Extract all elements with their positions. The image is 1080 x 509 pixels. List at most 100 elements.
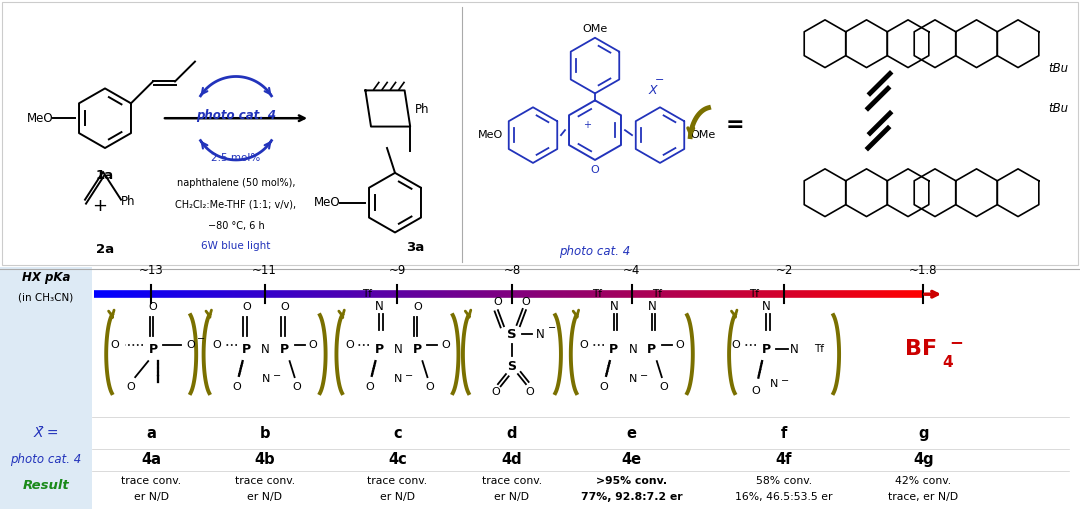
Text: O: O [591,165,599,175]
Text: er N/D: er N/D [134,492,168,502]
Text: O: O [599,382,608,392]
Text: P: P [149,343,158,356]
Text: S: S [508,328,516,341]
Text: O: O [752,386,760,396]
Text: O: O [308,340,316,350]
Text: S: S [508,360,516,373]
Text: 1a: 1a [96,169,114,182]
Text: O: O [126,382,136,392]
Text: O: O [293,382,301,392]
Text: N: N [629,343,637,356]
Text: er N/D: er N/D [380,492,415,502]
Text: N: N [536,328,544,341]
Text: O: O [675,340,684,350]
Text: 4d: 4d [501,451,523,467]
Text: BF: BF [905,339,937,359]
Text: 77%, 92.8:7.2 er: 77%, 92.8:7.2 er [581,492,683,502]
Text: ~1.8: ~1.8 [909,264,937,277]
Text: ~8: ~8 [503,264,521,277]
FancyBboxPatch shape [0,267,92,509]
Text: er N/D: er N/D [495,492,529,502]
Text: a: a [146,426,157,441]
Text: 3a: 3a [406,241,424,254]
Text: Tf: Tf [592,289,602,299]
Text: P: P [761,343,771,356]
Text: 4b: 4b [254,451,275,467]
Text: O: O [494,297,502,307]
Text: tBu: tBu [1048,102,1068,115]
Text: MeO: MeO [477,130,503,140]
Text: O: O [491,387,500,397]
Text: O: O [187,340,195,350]
Text: O: O [522,297,530,307]
Text: trace conv.: trace conv. [234,476,295,486]
Text: =: = [726,115,744,135]
Text: P: P [647,343,657,356]
Text: O: O [732,340,741,350]
Text: 4f: 4f [775,451,793,467]
Text: N: N [770,379,779,389]
Text: N: N [647,300,657,313]
Text: O: O [426,382,434,392]
Text: CH₂Cl₂:Me-THF (1:1; v/v),: CH₂Cl₂:Me-THF (1:1; v/v), [175,200,297,210]
Text: 4: 4 [942,355,953,370]
Text: HX pKa: HX pKa [22,271,70,284]
Text: O: O [149,302,158,312]
Text: N: N [394,374,403,384]
Text: 4g: 4g [913,451,934,467]
Text: O: O [346,340,354,350]
Text: ~9: ~9 [389,264,406,277]
Text: −: − [272,371,281,381]
Text: 4e: 4e [622,451,642,467]
Text: naphthalene (50 mol%),: naphthalene (50 mol%), [177,178,295,188]
Text: 4a: 4a [141,451,161,467]
Text: >95% conv.: >95% conv. [596,476,667,486]
Text: 2a: 2a [96,243,114,256]
Text: N: N [761,300,770,313]
Text: P: P [242,343,252,356]
Text: P: P [375,343,384,356]
Text: Tf: Tf [363,289,373,299]
Text: (in CH₃CN): (in CH₃CN) [18,292,73,302]
Text: 16%, 46.5:53.5 er: 16%, 46.5:53.5 er [735,492,833,502]
Text: O: O [232,382,241,392]
Text: 6W blue light: 6W blue light [201,241,271,251]
Text: MeO: MeO [313,196,340,209]
Text: er N/D: er N/D [247,492,282,502]
Text: +: + [583,120,591,130]
Text: O: O [365,382,374,392]
Text: O: O [111,340,120,350]
Text: −: − [781,376,789,386]
Text: N: N [629,374,637,384]
Text: P: P [280,343,289,356]
Text: 42% conv.: 42% conv. [895,476,951,486]
Text: trace conv.: trace conv. [121,476,181,486]
Text: g: g [918,426,929,441]
Text: Ph: Ph [415,103,430,117]
Text: photo cat. 4: photo cat. 4 [559,245,631,258]
Text: Result: Result [23,478,69,492]
Text: f: f [781,426,787,441]
Text: N: N [261,374,270,384]
Text: ~2: ~2 [775,264,793,277]
Text: P: P [609,343,619,356]
Text: −: − [198,334,205,344]
Text: N: N [394,343,403,356]
Text: O: O [242,302,251,312]
Text: Ph: Ph [121,195,135,208]
Text: O: O [526,387,535,397]
Text: −80 °C, 6 h: −80 °C, 6 h [207,220,265,231]
Text: −: − [405,371,414,381]
Text: 58% conv.: 58% conv. [756,476,812,486]
Text: +: + [93,196,108,215]
Text: Tf: Tf [652,289,662,299]
Text: N: N [261,343,270,356]
Text: O: O [280,302,289,312]
Text: O: O [213,340,221,350]
Text: trace, er N/D: trace, er N/D [889,492,958,502]
Text: P: P [413,343,422,356]
Text: 4c: 4c [388,451,407,467]
Text: 2.5 mol%: 2.5 mol% [212,153,260,163]
Text: c: c [393,426,402,441]
Text: O: O [441,340,449,350]
